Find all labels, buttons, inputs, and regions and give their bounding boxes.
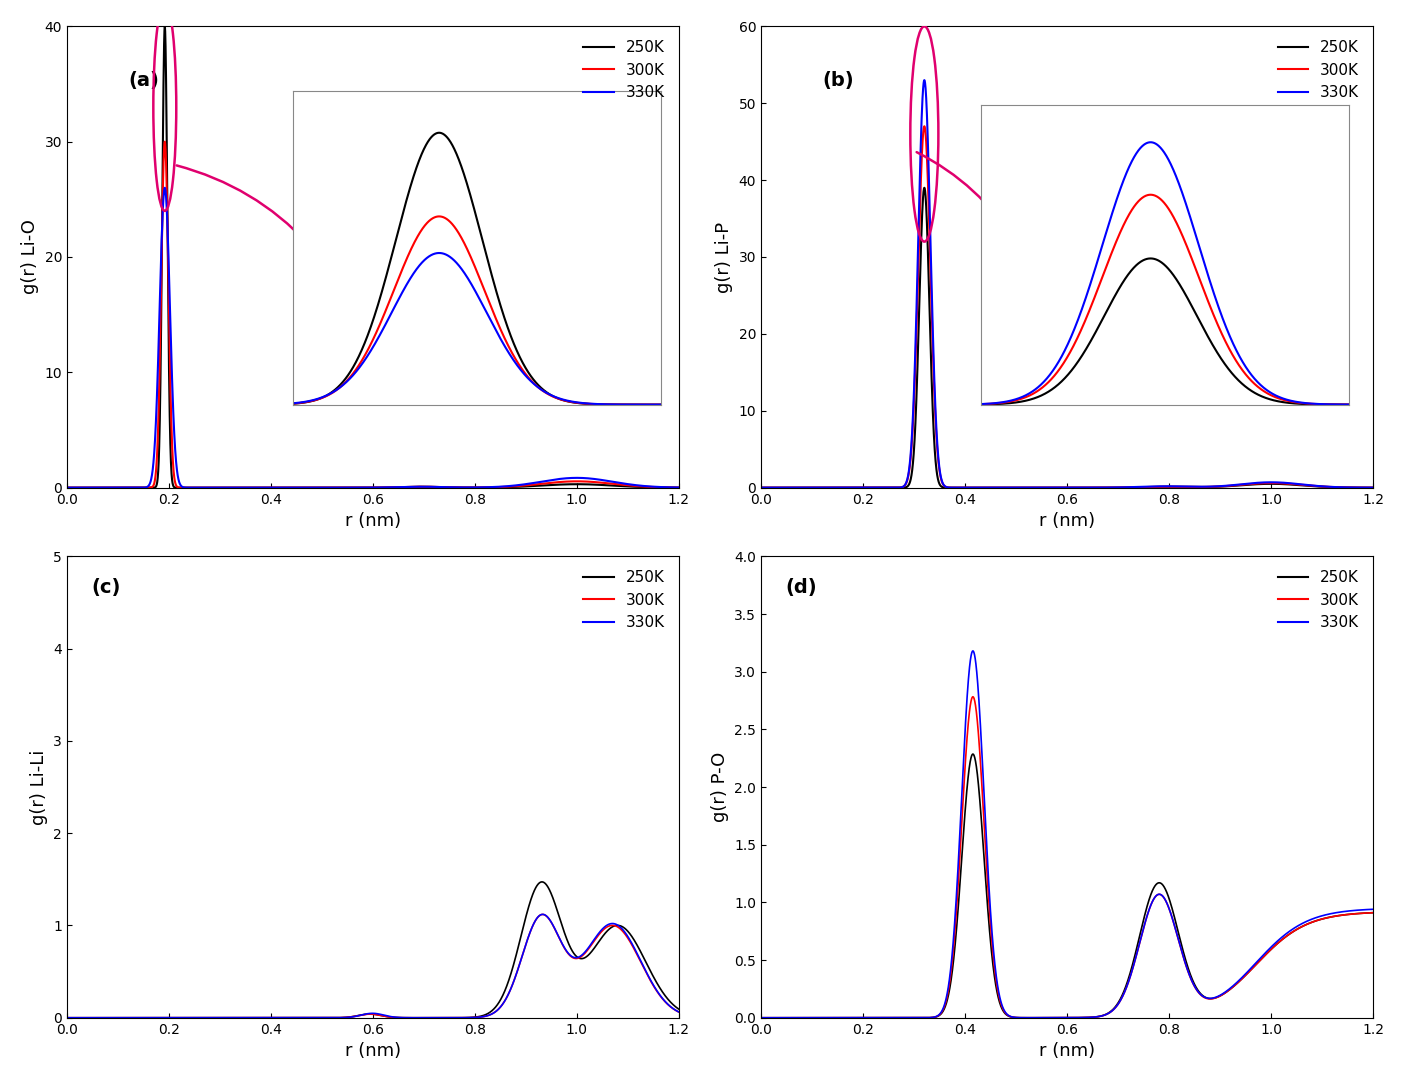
Legend: 250K, 300K, 330K: 250K, 300K, 330K: [577, 34, 672, 106]
Y-axis label: g(r) Li-O: g(r) Li-O: [21, 219, 39, 294]
Legend: 250K, 300K, 330K: 250K, 300K, 330K: [1272, 564, 1366, 637]
Legend: 250K, 300K, 330K: 250K, 300K, 330K: [1272, 34, 1366, 106]
Text: (c): (c): [91, 578, 121, 598]
Y-axis label: g(r) P-O: g(r) P-O: [711, 752, 729, 823]
Text: (b): (b): [822, 71, 854, 91]
Text: (d): (d): [785, 578, 818, 598]
X-axis label: r (nm): r (nm): [344, 512, 400, 530]
Legend: 250K, 300K, 330K: 250K, 300K, 330K: [577, 564, 672, 637]
Text: (a): (a): [128, 71, 159, 91]
X-axis label: r (nm): r (nm): [1040, 512, 1096, 530]
X-axis label: r (nm): r (nm): [344, 1042, 400, 1060]
X-axis label: r (nm): r (nm): [1040, 1042, 1096, 1060]
Y-axis label: g(r) Li-Li: g(r) Li-Li: [30, 749, 48, 825]
Y-axis label: g(r) Li-P: g(r) Li-P: [715, 222, 733, 293]
